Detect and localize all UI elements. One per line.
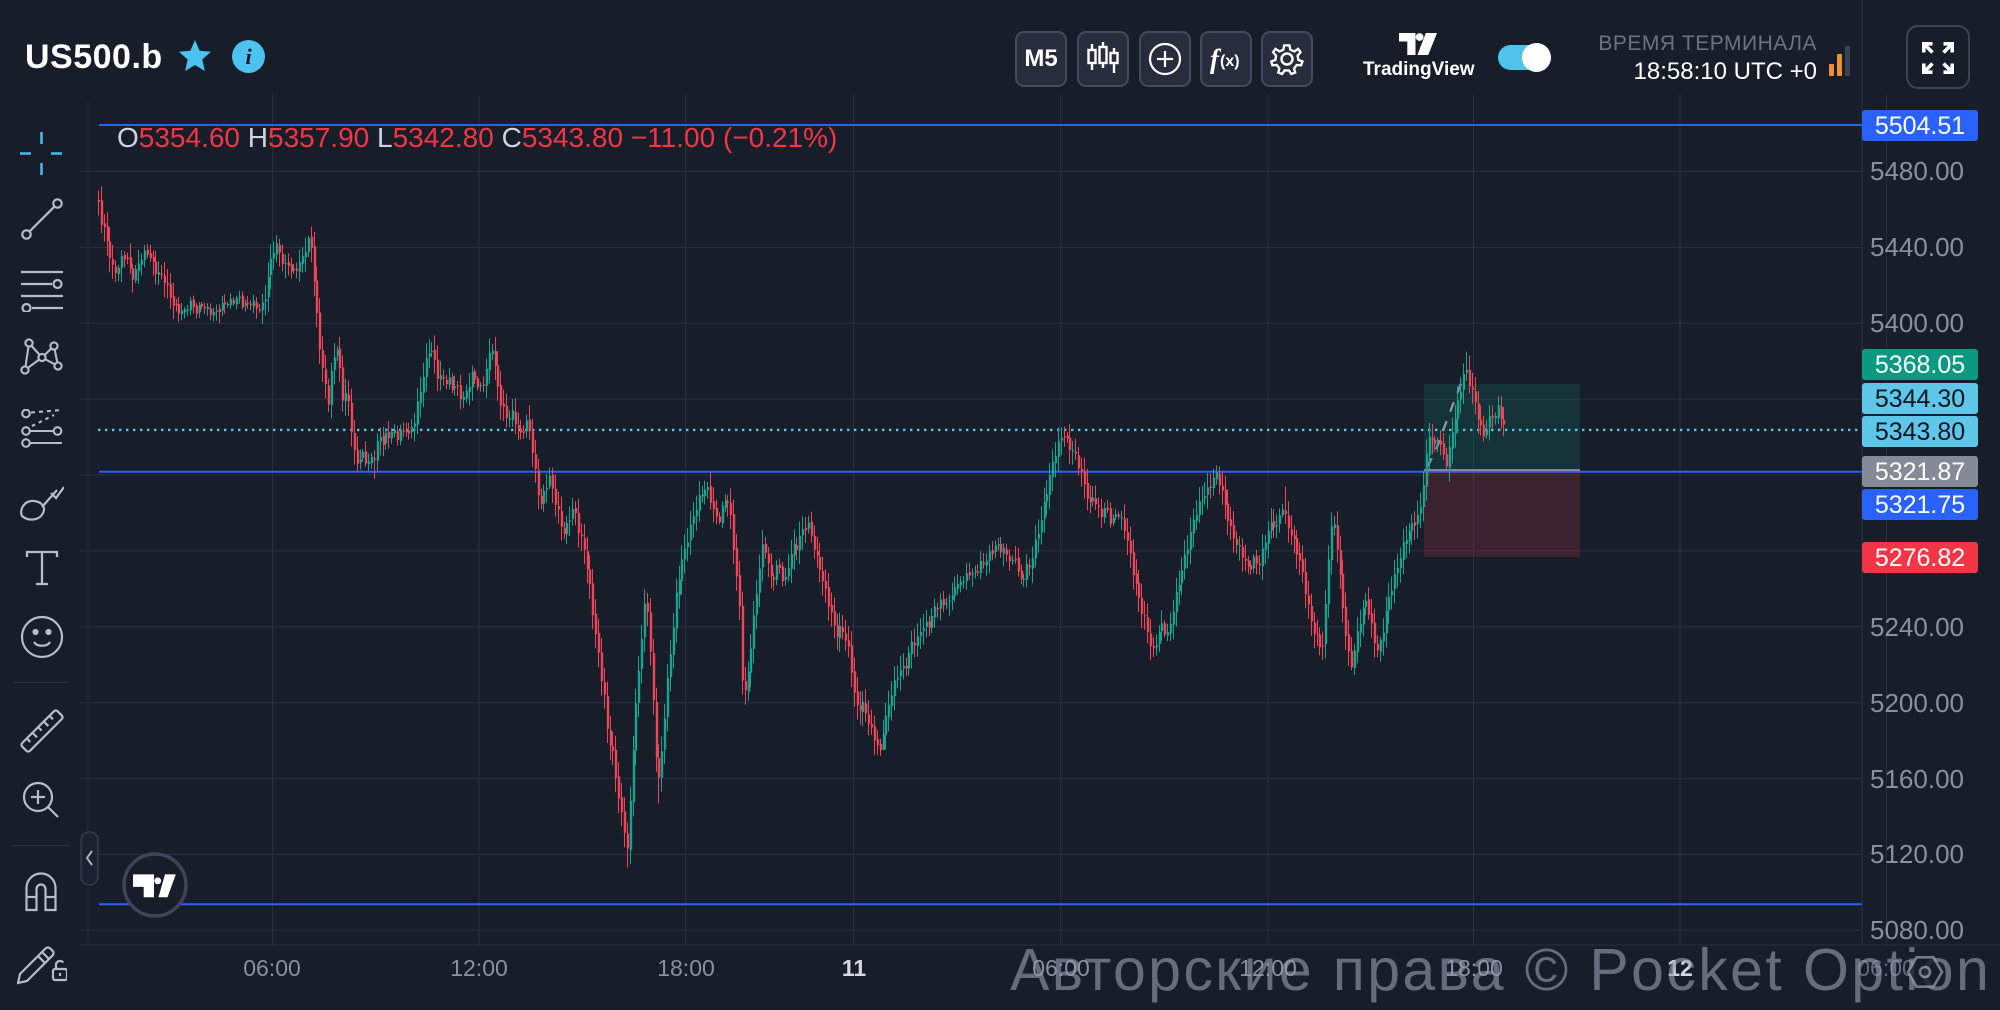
svg-text:(x): (x) bbox=[1220, 53, 1240, 70]
svg-text:i: i bbox=[245, 44, 252, 69]
